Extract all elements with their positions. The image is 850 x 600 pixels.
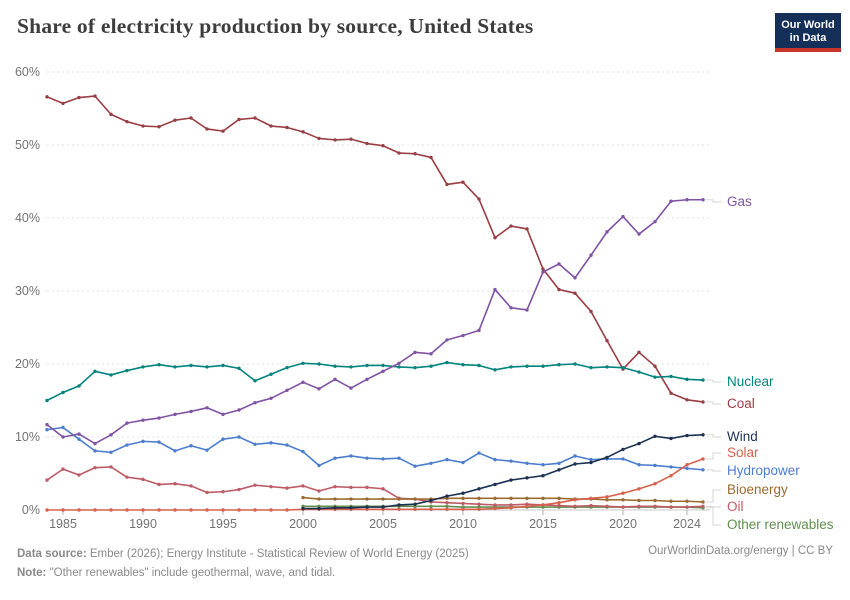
chart-title: Share of electricity production by sourc… (17, 14, 534, 38)
owid-logo-line1: Our World (781, 19, 835, 31)
y-tick-label: 30% (14, 284, 40, 298)
legend-label-oil[interactable]: Oil (727, 499, 744, 514)
x-tick-label: 2024 (673, 517, 701, 531)
legend-label-solar[interactable]: Solar (727, 445, 759, 460)
x-tick-label: 2020 (609, 517, 637, 531)
note-line: Note: "Other renewables" include geother… (17, 564, 469, 583)
x-tick-label: 2010 (449, 517, 477, 531)
data-source-line: Data source: Ember (2026); Energy Instit… (17, 545, 469, 564)
x-tick-label: 1995 (209, 517, 237, 531)
y-tick-label: 40% (14, 211, 40, 225)
legend-label-bioenergy[interactable]: Bioenergy (727, 482, 788, 497)
legend-label-nuclear[interactable]: Nuclear (727, 374, 774, 389)
owid-logo[interactable]: Our World in Data (775, 13, 841, 52)
attribution-link[interactable]: OurWorldinData.org/energy | CC BY (648, 545, 833, 557)
legend-label-wind[interactable]: Wind (727, 429, 758, 444)
data-source-label: Data source: (17, 548, 87, 560)
footer-source-note: Data source: Ember (2026); Energy Instit… (17, 545, 469, 582)
y-tick-label: 60% (14, 65, 40, 79)
y-tick-label: 0% (21, 503, 40, 517)
y-tick-label: 50% (14, 138, 40, 152)
legend-label-hydropower[interactable]: Hydropower (727, 463, 800, 478)
x-tick-label: 2015 (529, 517, 557, 531)
owid-logo-line2: in Data (789, 32, 827, 44)
y-tick-label: 10% (14, 430, 40, 444)
x-tick-label: 1990 (129, 517, 157, 531)
legend-label-coal[interactable]: Coal (727, 396, 755, 411)
x-tick-label: 2000 (289, 517, 317, 531)
y-tick-label: 20% (14, 357, 40, 371)
note-label: Note: (17, 566, 47, 579)
legend-label-other-renewables[interactable]: Other renewables (727, 517, 834, 532)
data-source-text: Ember (2026); Energy Institute - Statist… (86, 548, 469, 560)
note-text: "Other renewables" include geothermal, w… (46, 566, 336, 579)
x-tick-label: 2005 (369, 517, 397, 531)
legend-label-gas[interactable]: Gas (727, 194, 752, 209)
x-tick-label: 1985 (49, 517, 77, 531)
